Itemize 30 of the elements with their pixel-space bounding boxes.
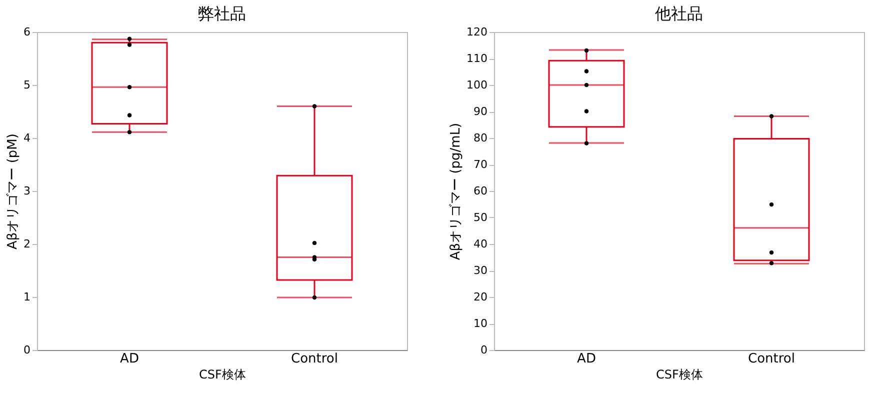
y-tick-label: 20 [474,290,488,304]
y-tick-label: 4 [24,132,30,144]
chart-title: 弊社品 [198,4,246,23]
y-tick-label: 120 [466,26,488,38]
y-tick-label: 5 [24,78,30,92]
y-tick-label: 2 [24,238,30,250]
x-tick-label: Control [748,352,795,366]
chart-title: 他社品 [655,4,703,23]
y-axis-title: Aβオリゴマー (pM) [6,134,20,250]
y-tick-label: 3 [24,184,30,198]
y-tick-label: 110 [466,52,488,65]
y-tick-label: 1 [24,290,30,304]
x-axis-title: CSF検体 [656,368,703,382]
y-tick-label: 100 [466,78,488,92]
x-axis-title: CSF検体 [199,368,246,382]
y-tick-label: 6 [24,26,30,38]
x-tick-label: AD [120,352,139,366]
y-tick-label: 50 [474,211,488,224]
y-tick-label: 80 [474,132,488,144]
y-tick-label: 10 [474,317,488,330]
y-tick-label: 30 [474,264,488,277]
y-tick-label: 40 [474,238,488,250]
y-tick-label: 70 [474,158,488,171]
y-tick-label: 90 [474,105,488,118]
y-tick-label: 0 [24,344,30,356]
x-tick-label: Control [291,352,338,366]
y-axis-title: Aβオリゴマー (pg/mL) [448,122,464,260]
y-tick-label: 60 [474,184,488,198]
y-tick-label: 0 [480,344,488,356]
x-tick-label: AD [577,352,596,366]
